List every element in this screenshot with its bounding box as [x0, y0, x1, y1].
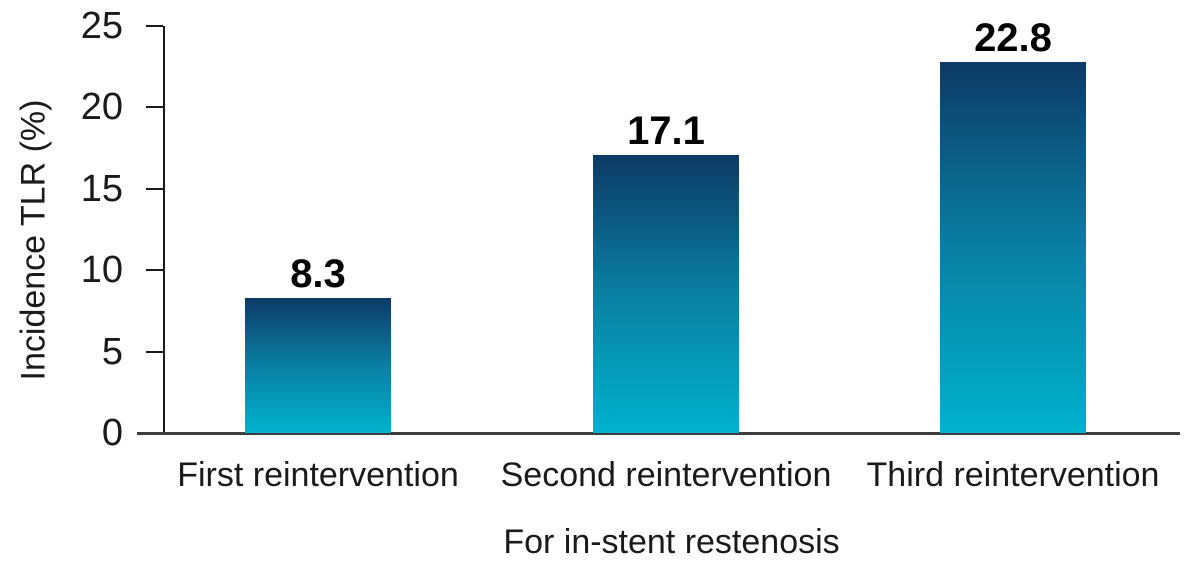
y-tick-label: 20 — [80, 86, 123, 129]
y-tick-label: 25 — [80, 5, 123, 47]
y-tick-label: 0 — [101, 412, 123, 454]
y-tick-mark — [146, 106, 163, 109]
bar-value-label: 17.1 — [627, 108, 705, 153]
y-tick-label: 5 — [101, 330, 123, 373]
x-axis-baseline — [137, 432, 1180, 435]
y-tick-label: 10 — [80, 249, 123, 292]
x-category-label: First reintervention — [177, 456, 459, 494]
x-axis-title: For in-stent restenosis — [503, 523, 840, 561]
bar-3 — [940, 61, 1086, 433]
bar-1 — [245, 297, 391, 433]
x-category-label: Third reintervention — [866, 456, 1160, 494]
y-tick-label: 15 — [80, 167, 123, 210]
y-tick-mark — [146, 25, 163, 27]
bar-2 — [593, 154, 739, 433]
plot-area: 0 5 10 15 20 25 8.3 17.1 22.8 — [81, 7, 1180, 452]
y-tick-mark — [146, 350, 163, 353]
y-axis-line — [163, 26, 165, 433]
y-tick-mark — [146, 187, 163, 190]
bar-value-label: 8.3 — [290, 251, 346, 296]
x-category-label: Second reintervention — [500, 456, 832, 494]
bar-value-label: 22.8 — [974, 15, 1052, 60]
y-tick-mark — [146, 269, 163, 272]
